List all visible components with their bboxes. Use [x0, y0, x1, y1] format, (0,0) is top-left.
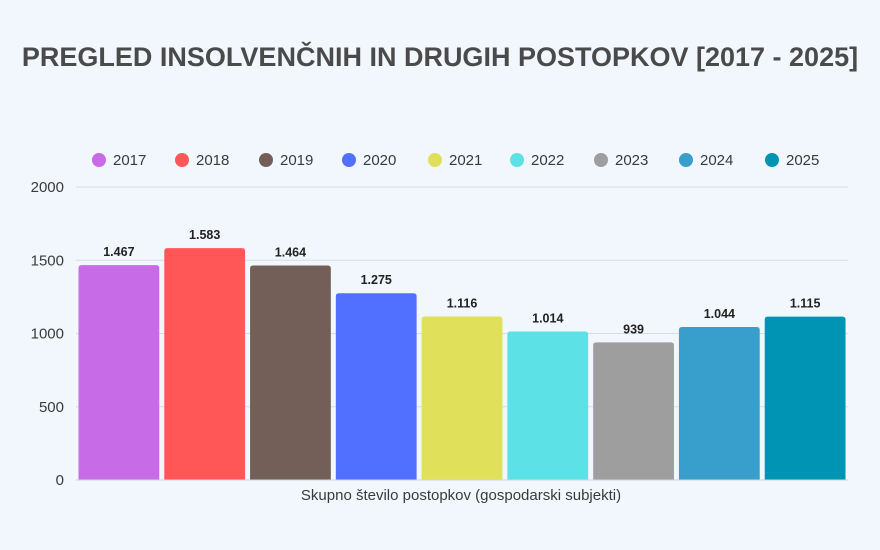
data-label-2024: 1.044	[704, 307, 735, 321]
chart-title: PREGLED INSOLVENČNIH IN DRUGIH POSTOPKOV…	[22, 41, 858, 72]
bar-2018	[164, 248, 246, 480]
bar-2020	[335, 293, 417, 480]
y-tick-label: 1000	[31, 326, 64, 343]
data-label-2022: 1.014	[532, 311, 563, 325]
bars	[78, 248, 846, 480]
legend-marker-2025	[765, 153, 779, 167]
legend-marker-2018	[175, 153, 189, 167]
bar-2024	[678, 327, 760, 480]
legend-marker-2017	[92, 153, 106, 167]
data-label-2019: 1.464	[275, 246, 306, 260]
legend-label-2022: 2022	[531, 152, 564, 169]
legend-label-2017: 2017	[113, 152, 146, 169]
y-tick-label: 500	[39, 399, 64, 416]
legend-label-2023: 2023	[615, 152, 648, 169]
data-labels: 1.467 1.583 1.464 1.275 1.116 1.014 939 1.044 1.…	[103, 228, 820, 336]
legend-marker-2019	[259, 153, 273, 167]
legend-label-2024: 2024	[700, 152, 733, 169]
data-label-2025: 1.115	[790, 297, 821, 311]
bar-2019	[250, 265, 331, 480]
bar-2021	[421, 316, 503, 480]
data-label-2023: 939	[623, 322, 644, 336]
data-label-2018: 1.583	[189, 228, 220, 242]
y-axis: 0 500 1000 1500 2000	[31, 179, 64, 489]
data-label-2017: 1.467	[103, 245, 134, 259]
legend-marker-2023	[594, 153, 608, 167]
legend-marker-2024	[679, 153, 693, 167]
data-label-2021: 1.116	[447, 297, 478, 311]
legend-marker-2020	[342, 153, 356, 167]
y-tick-label: 2000	[31, 179, 64, 196]
y-tick-label: 0	[56, 472, 64, 489]
legend-label-2020: 2020	[363, 152, 396, 169]
y-tick-label: 1500	[31, 252, 64, 269]
x-axis-label: Skupno število postopkov (gospodarski su…	[301, 487, 621, 504]
data-label-2020: 1.275	[361, 273, 392, 287]
bar-2023	[593, 342, 674, 480]
legend: 2017 2018 2019 2020 2021 2022 2023 2024 2025	[92, 152, 819, 169]
legend-label-2018: 2018	[196, 152, 229, 169]
bar-2022	[507, 331, 589, 480]
legend-marker-2021	[428, 153, 442, 167]
bar-2017	[78, 265, 160, 480]
legend-label-2019: 2019	[280, 152, 313, 169]
bar-2025	[764, 316, 846, 480]
legend-label-2025: 2025	[786, 152, 819, 169]
legend-label-2021: 2021	[449, 152, 482, 169]
legend-marker-2022	[510, 153, 524, 167]
